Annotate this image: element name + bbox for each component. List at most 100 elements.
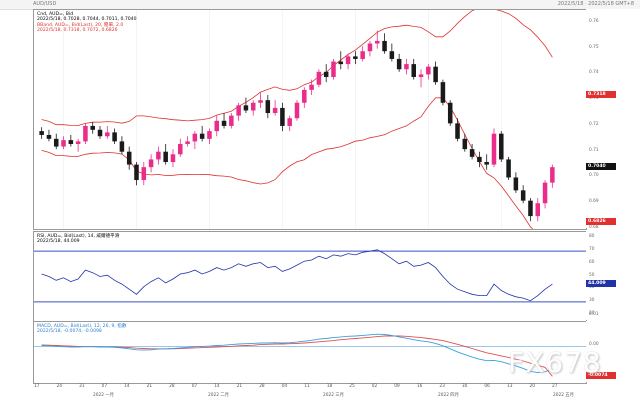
- macd-pane[interactable]: MACD, AUD=, Bid(Last), 12, 26, 9, 指數 202…: [33, 321, 587, 384]
- candle-body: [207, 131, 212, 139]
- candle-body: [214, 120, 220, 132]
- price-tick-label: 0.75: [589, 44, 599, 50]
- x-tick-label: 24: [56, 384, 62, 389]
- candle-body: [513, 177, 519, 191]
- candle-body: [426, 66, 431, 75]
- candle-body: [360, 51, 365, 59]
- candle-body: [68, 140, 74, 144]
- price-legend: Cnd, AUD=, Bid 2022/5/18, 0.7028, 0.7044…: [37, 12, 137, 34]
- x-tick-label: 06: [484, 384, 490, 389]
- candle-body: [75, 141, 81, 144]
- x-tick-label: 07: [191, 384, 198, 389]
- x-month-label: 2022 一月: [93, 393, 114, 398]
- price-legend-line1: Cnd, AUD=, Bid: [37, 12, 74, 17]
- bband-legend-line1: BBand, AUD=, Bid(Last), 20, 簡單, 2.0: [37, 22, 124, 28]
- candle-body: [477, 156, 482, 163]
- candle-body: [46, 134, 52, 139]
- candle-body: [396, 58, 402, 70]
- candle-body: [462, 138, 468, 150]
- candle-body: [229, 115, 234, 126]
- candlestick-chart: [39, 10, 555, 229]
- candle-body: [280, 107, 285, 126]
- x-tick-label: 30: [461, 384, 468, 389]
- rsi-legend-line1: RSI, AUD=, Bid(Last), 14, 威爾德平滑: [37, 234, 120, 239]
- bband-upper-line: [41, 10, 553, 126]
- candle-body: [535, 203, 541, 217]
- macd-signal-line: [41, 335, 553, 377]
- candle-body: [272, 107, 278, 114]
- price-chart-pane[interactable]: Cnd, AUD=, Bid 2022/5/18, 0.7028, 0.7044…: [33, 9, 587, 230]
- candle-body: [134, 164, 139, 181]
- candle-body: [61, 140, 66, 147]
- candle-body: [345, 56, 351, 65]
- candle-body: [105, 132, 110, 137]
- candle-body: [156, 151, 161, 160]
- macd-legend: MACD, AUD=, Bid(Last), 12, 26, 9, 指數 202…: [37, 324, 126, 335]
- rsi-pane[interactable]: RSI, AUD=, Bid(Last), 14, 威爾德平滑 2022/5/1…: [33, 231, 587, 322]
- candle-body: [331, 61, 336, 77]
- candle-body: [374, 40, 380, 44]
- candle-body: [126, 151, 132, 165]
- candle-body: [506, 159, 511, 178]
- rsi-line: [41, 249, 553, 302]
- macd-chart: [34, 333, 586, 377]
- price-axis: 0.76 0.75 0.74 0.73 0.72 0.71 0.70 0.69 0.68 0.73…: [586, 9, 640, 230]
- candle-body: [236, 105, 241, 116]
- candle-body: [484, 162, 489, 165]
- candle-body: [199, 133, 205, 139]
- x-month-label: 2022 三月: [323, 393, 344, 398]
- candle-body: [382, 40, 387, 52]
- candle-body: [469, 149, 475, 157]
- candle-body: [389, 51, 395, 59]
- x-month-label: 2022 二月: [208, 393, 229, 398]
- window-right-info: 2022/5/18 · 2022/5/18 GMT+8: [557, 1, 634, 7]
- candle-body: [265, 100, 271, 114]
- candle-body: [353, 56, 358, 59]
- x-tick-label: 02: [371, 384, 378, 389]
- candle-body: [455, 123, 460, 139]
- bband-legend-line2: 2022/5/18, 0.7318, 0.7072, 0.6826: [37, 28, 118, 34]
- candle-body: [520, 190, 526, 201]
- candle-body: [112, 132, 117, 142]
- upper-band-tag: 0.7318: [586, 91, 616, 99]
- candle-body: [178, 143, 183, 155]
- x-month-label: 2022 四月: [438, 393, 459, 398]
- x-tick-label: 16: [416, 384, 423, 389]
- rsi-legend: RSI, AUD=, Bid(Last), 14, 威爾德平滑 2022/5/1…: [37, 234, 119, 245]
- candle-body: [221, 120, 227, 126]
- candle-body: [287, 118, 292, 126]
- candle-body: [418, 74, 424, 77]
- x-tick-label: 23: [439, 384, 445, 389]
- candle-body: [338, 61, 344, 65]
- price-tick-label: 0.70: [589, 173, 599, 179]
- candle-body: [411, 64, 416, 77]
- rsi-axis: 80 70 60 50 40 30 20 44.009: [586, 231, 640, 320]
- price-tick-label: 0.71: [589, 147, 599, 153]
- candle-body: [250, 102, 256, 111]
- macd-legend-line2: 2022/5/18, -0.0074, -0.0098: [37, 329, 102, 335]
- x-tick-label: 25: [349, 384, 355, 389]
- candle-body: [163, 151, 168, 163]
- candle-body: [404, 64, 409, 70]
- candle-body: [185, 141, 190, 144]
- lower-band-tag: 0.6826: [586, 217, 616, 225]
- x-tick-label: 09: [394, 384, 400, 389]
- price-legend-line2: 2022/5/18, 0.7028, 0.7044, 0.7011, 0.704…: [37, 17, 137, 23]
- candle-body: [119, 141, 125, 152]
- x-tick-label: 11: [304, 384, 310, 389]
- x-tick-label: 28: [169, 384, 175, 389]
- macd-line: [41, 333, 553, 374]
- candle-body: [258, 100, 263, 103]
- x-tick-label: 14: [214, 384, 220, 389]
- x-tick-label: 21: [236, 384, 243, 389]
- candle-body: [294, 102, 300, 119]
- x-tick-label: 04: [281, 384, 288, 389]
- x-tick-label: 13: [507, 384, 513, 389]
- macd-value-tag: -0.0074: [586, 372, 616, 379]
- rsi-tick-label: 40: [589, 285, 595, 291]
- rsi-tick-label: 20: [589, 310, 595, 316]
- price-tick-label: 0.68: [589, 225, 599, 230]
- candle-body: [433, 66, 438, 83]
- candle-body: [440, 82, 446, 103]
- candle-body: [528, 200, 533, 217]
